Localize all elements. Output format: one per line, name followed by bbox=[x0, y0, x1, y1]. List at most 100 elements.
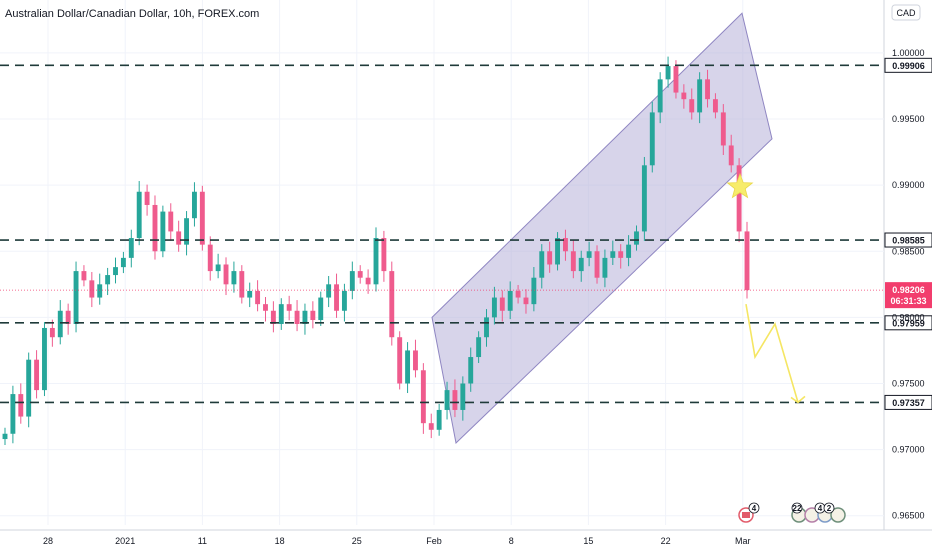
candle-body bbox=[689, 99, 695, 113]
candle-body bbox=[120, 257, 126, 268]
candle bbox=[626, 235, 632, 267]
candle bbox=[231, 261, 237, 293]
candle-body bbox=[34, 359, 40, 391]
candle-body bbox=[365, 277, 371, 285]
event-count-3: 2 bbox=[827, 504, 832, 513]
projection-line[interactable] bbox=[745, 304, 799, 403]
candle bbox=[263, 297, 268, 322]
candle bbox=[128, 229, 134, 268]
candle-body bbox=[515, 290, 521, 298]
candle bbox=[413, 339, 418, 378]
candle bbox=[18, 383, 24, 424]
candle-body bbox=[349, 271, 355, 291]
candle bbox=[539, 244, 545, 289]
candle bbox=[397, 331, 403, 390]
candle bbox=[570, 240, 576, 279]
time-axis[interactable]: 28 2021 11 18 25 Feb 8 15 22 Mar bbox=[43, 536, 751, 546]
candle bbox=[120, 251, 126, 274]
candle-body bbox=[626, 244, 632, 258]
candle-body bbox=[326, 284, 332, 298]
candle-body bbox=[389, 271, 395, 338]
candle bbox=[578, 250, 584, 282]
candle-body bbox=[373, 238, 379, 285]
candle bbox=[634, 225, 639, 251]
candle bbox=[728, 134, 734, 173]
candle bbox=[744, 221, 750, 299]
price-axis[interactable]: 0.96500 0.97000 0.97500 0.98000 0.98500 0.990… bbox=[892, 0, 925, 521]
x-tick-label: 15 bbox=[583, 536, 593, 546]
candle bbox=[73, 261, 79, 333]
candle-body bbox=[681, 92, 687, 100]
candle bbox=[436, 403, 442, 436]
candle-body bbox=[602, 257, 608, 278]
star-icon[interactable] bbox=[726, 172, 754, 199]
candle bbox=[484, 309, 489, 347]
candle bbox=[555, 232, 561, 271]
x-tick-label: 2021 bbox=[115, 536, 135, 546]
candle-body bbox=[697, 79, 703, 113]
candle-body bbox=[665, 66, 671, 80]
candle-body bbox=[176, 231, 182, 245]
candle-body bbox=[452, 390, 458, 410]
candle bbox=[689, 88, 695, 120]
candle bbox=[136, 181, 142, 246]
candle bbox=[239, 265, 245, 304]
candle-body bbox=[539, 251, 545, 278]
candle-body bbox=[278, 304, 284, 324]
candle bbox=[105, 267, 111, 296]
candle-body bbox=[397, 337, 403, 384]
candle bbox=[405, 342, 411, 394]
price-projection[interactable] bbox=[745, 304, 806, 404]
candle-body bbox=[144, 191, 150, 205]
candle bbox=[531, 266, 537, 312]
candle bbox=[2, 427, 8, 445]
candle bbox=[736, 158, 742, 243]
candle bbox=[294, 300, 300, 332]
candle bbox=[420, 363, 426, 434]
candle-body bbox=[318, 297, 324, 321]
level-label: 0.97357 bbox=[892, 398, 925, 408]
candle bbox=[705, 69, 710, 108]
candle-body bbox=[460, 383, 466, 410]
level-label: 0.97959 bbox=[892, 318, 925, 328]
canada-event-icon[interactable]: 4 bbox=[738, 502, 760, 523]
candle-body bbox=[499, 297, 505, 311]
candle-body bbox=[334, 284, 339, 311]
star-shape bbox=[726, 172, 754, 199]
candle-body bbox=[2, 433, 8, 440]
candle bbox=[618, 244, 624, 269]
candle bbox=[357, 265, 363, 284]
candle bbox=[602, 249, 608, 288]
current-price-box bbox=[885, 282, 932, 309]
x-tick-label: 11 bbox=[198, 536, 207, 546]
candle-body bbox=[547, 251, 553, 265]
candle-body bbox=[81, 271, 87, 281]
economic-events-icon[interactable]: 22 4 2 bbox=[791, 502, 846, 523]
candle-body bbox=[468, 357, 474, 384]
y-tick-label: 0.98000 bbox=[892, 312, 925, 322]
candle bbox=[176, 220, 182, 252]
candle-body bbox=[73, 271, 79, 324]
x-tick-label: 22 bbox=[661, 536, 671, 546]
candle-body bbox=[413, 350, 418, 371]
currency-button[interactable]: CAD bbox=[891, 4, 921, 21]
candle bbox=[641, 156, 647, 241]
events-bar: 4 22 4 2 bbox=[738, 502, 846, 523]
horizontal-levels[interactable]: 0.99906 0.98585 0.97959 0.97357 0.9820606:31… bbox=[0, 57, 932, 410]
x-tick-label: 18 bbox=[275, 536, 285, 546]
candle-body bbox=[168, 211, 174, 232]
candle-body bbox=[263, 304, 268, 311]
candle-body bbox=[570, 251, 576, 272]
candle-body bbox=[562, 238, 568, 252]
candle-body bbox=[641, 165, 647, 232]
candle bbox=[318, 291, 324, 326]
candle-body bbox=[420, 370, 426, 424]
y-tick-label: 0.98500 bbox=[892, 246, 925, 256]
candle-body bbox=[223, 264, 229, 285]
candle bbox=[444, 381, 450, 420]
candle bbox=[26, 352, 32, 428]
candle-body bbox=[18, 394, 24, 417]
candle-body bbox=[736, 165, 742, 232]
candle-body bbox=[405, 350, 411, 384]
